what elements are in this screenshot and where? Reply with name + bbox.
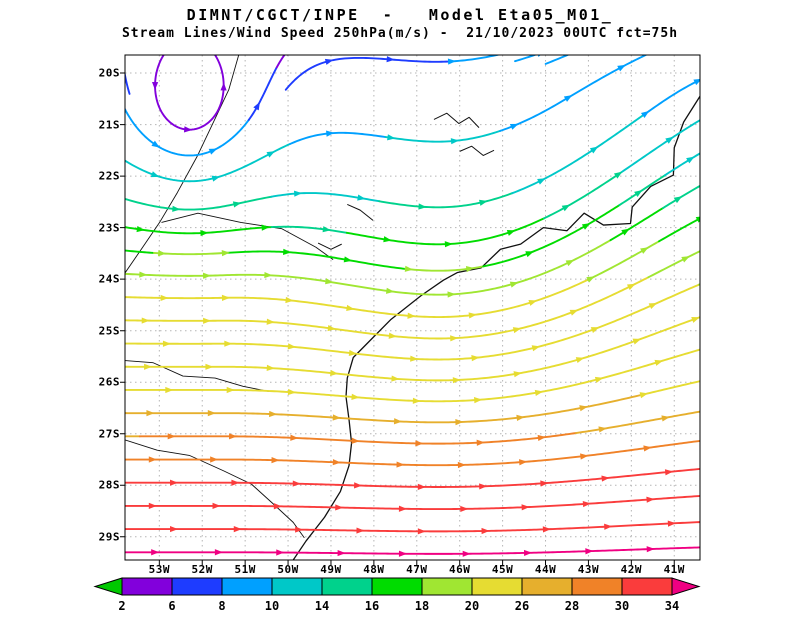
streamline-map-canvas <box>0 0 800 618</box>
inpe-streamline-chart: DIMNT/CGCT/INPE - Model Eta05_M01_ Strea… <box>0 0 800 618</box>
